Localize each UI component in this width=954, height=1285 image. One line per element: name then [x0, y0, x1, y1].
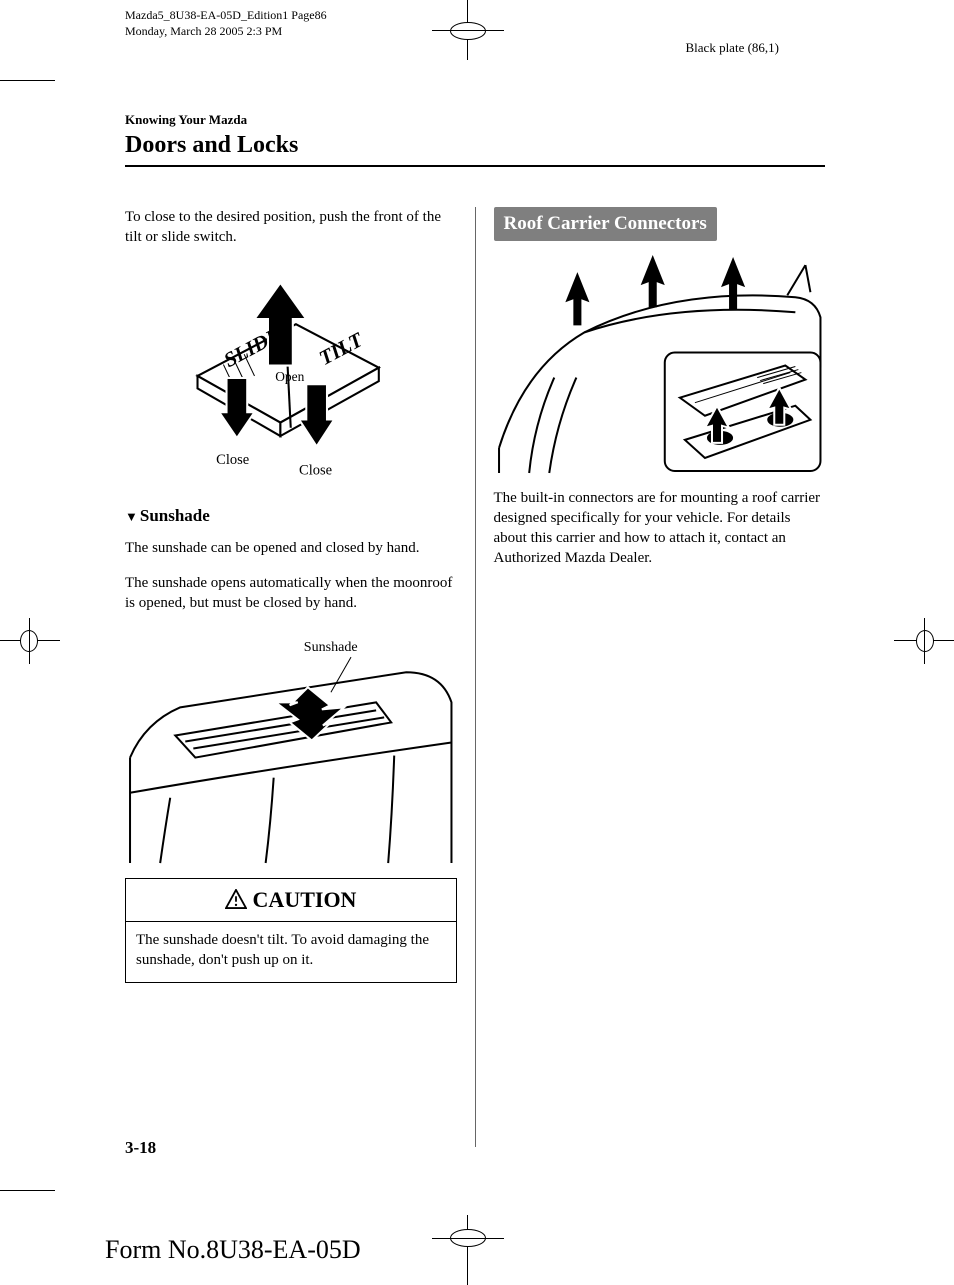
- crop-mark: [432, 1238, 504, 1239]
- form-number: Form No.8U38-EA-05D: [105, 1235, 361, 1265]
- close-label: Close: [216, 452, 249, 468]
- open-label: Open: [275, 369, 304, 384]
- close-label: Close: [299, 462, 332, 478]
- page-content: Knowing Your Mazda Doors and Locks To cl…: [55, 80, 895, 1190]
- crop-mark: [916, 630, 934, 652]
- caution-title: CAUTION: [253, 887, 357, 912]
- page-header: Knowing Your Mazda Doors and Locks: [55, 80, 895, 159]
- crop-mark: [467, 1215, 468, 1285]
- page-number: 3-18: [125, 1138, 156, 1158]
- right-column: Roof Carrier Connectors: [476, 207, 826, 1147]
- sunshade-heading: Sunshade: [125, 505, 457, 528]
- chapter-label: Knowing Your Mazda: [125, 112, 825, 128]
- topic-banner: Roof Carrier Connectors: [494, 207, 717, 241]
- roof-carrier-paragraph: The built-in connectors are for mounting…: [494, 488, 826, 569]
- crop-mark: [924, 618, 925, 664]
- sunshade-paragraph: The sunshade can be opened and closed by…: [125, 538, 457, 558]
- crop-mark: [450, 22, 486, 40]
- caution-body: The sunshade doesn't tilt. To avoid dama…: [126, 922, 456, 983]
- file-info-line: Monday, March 28 2005 2:3 PM: [125, 24, 327, 40]
- sunshade-callout: Sunshade: [304, 639, 358, 655]
- sunshade-diagram: Sunshade: [125, 627, 457, 868]
- section-title: Doors and Locks: [125, 132, 825, 159]
- sunshade-paragraph: The sunshade opens automatically when th…: [125, 573, 457, 614]
- two-column-layout: To close to the desired position, push t…: [55, 167, 895, 1147]
- left-column: To close to the desired position, push t…: [125, 207, 475, 1147]
- caution-header: CAUTION: [126, 879, 456, 922]
- caution-box: CAUTION The sunshade doesn't tilt. To av…: [125, 878, 457, 983]
- file-meta: Mazda5_8U38-EA-05D_Edition1 Page86 Monda…: [125, 8, 327, 39]
- crop-mark: [0, 1190, 55, 1191]
- warning-icon: [225, 889, 247, 909]
- plate-info: Black plate (86,1): [686, 40, 780, 56]
- file-info-line: Mazda5_8U38-EA-05D_Edition1 Page86: [125, 8, 327, 24]
- intro-paragraph: To close to the desired position, push t…: [125, 207, 457, 248]
- crop-mark: [29, 618, 30, 664]
- crop-mark: [432, 30, 504, 31]
- roof-carrier-diagram: [494, 247, 826, 478]
- crop-mark: [0, 80, 55, 81]
- switch-diagram: SLIDE TILT Open Close Close: [125, 262, 457, 490]
